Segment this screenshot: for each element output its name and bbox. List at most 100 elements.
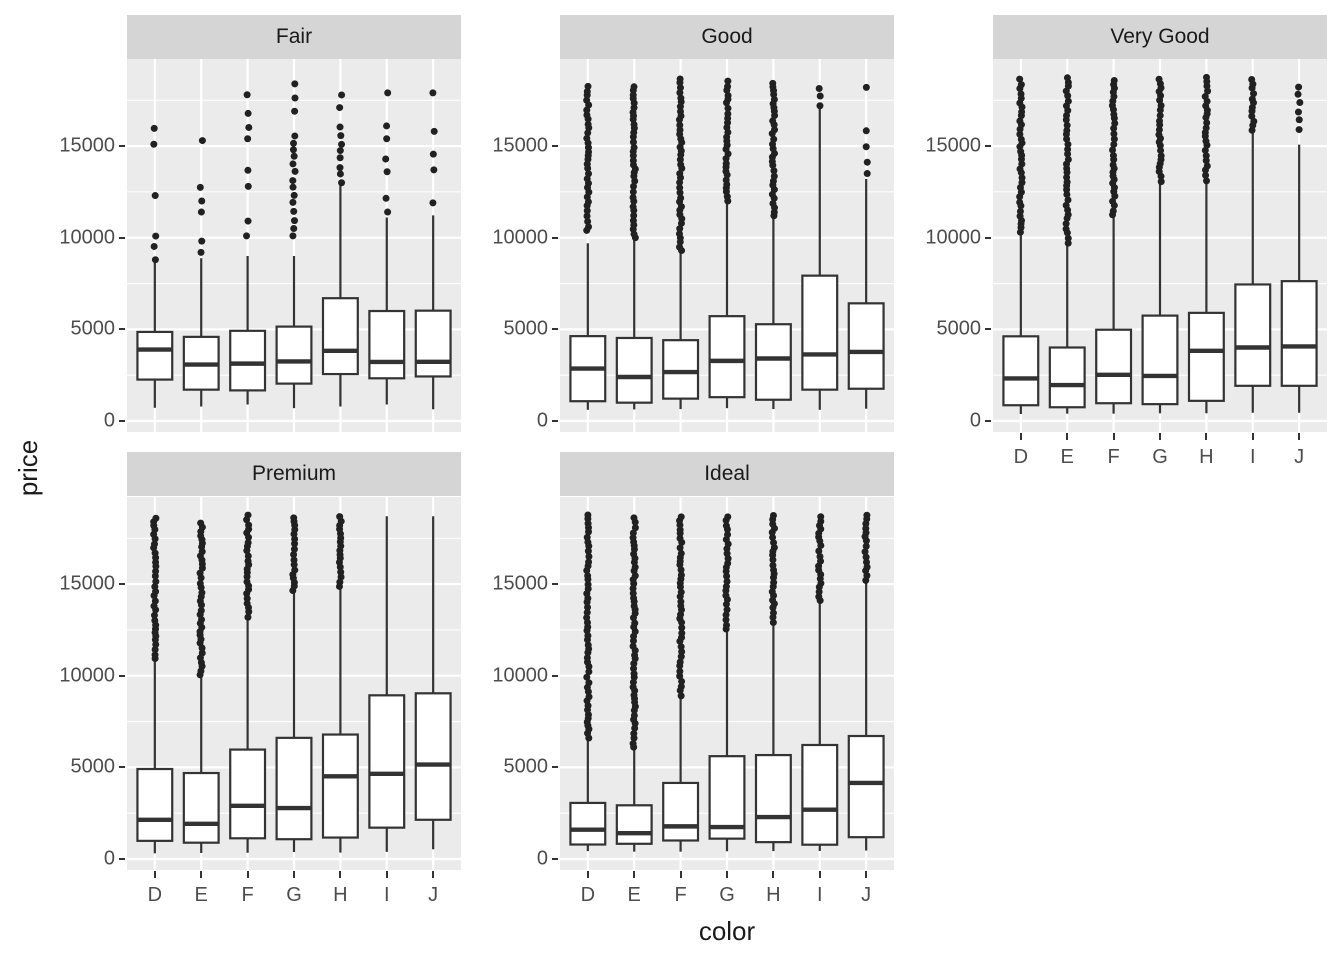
- boxplot-fair-F: [229, 91, 267, 405]
- y-tick-mark: [119, 858, 125, 860]
- outlier-dot: [290, 152, 298, 160]
- outlier-dot: [678, 624, 686, 632]
- outlier-dot: [1202, 152, 1210, 160]
- x-tick-label: D: [580, 884, 596, 906]
- outlier-dot: [770, 167, 778, 175]
- box-iqr: [569, 801, 607, 846]
- outlier-dot: [196, 183, 204, 191]
- outlier-dot: [336, 154, 344, 162]
- outlier-dot: [630, 144, 638, 152]
- outlier-dot: [1248, 112, 1256, 120]
- panel-canvas-good: [560, 59, 894, 432]
- outlier-dot: [291, 167, 299, 175]
- outlier-dot: [862, 542, 870, 550]
- box-iqr: [414, 692, 452, 821]
- y-tick-label: 5000: [503, 317, 549, 340]
- boxplot-good-D: [569, 82, 607, 410]
- outlier-dot: [676, 243, 684, 251]
- x-tick-label: I: [816, 884, 823, 906]
- outlier-dot: [678, 648, 686, 656]
- boxplot-very-good-E: [1048, 74, 1086, 414]
- outlier-dot: [336, 123, 344, 131]
- x-tick-mark: [1066, 433, 1069, 440]
- y-tick-mark: [119, 328, 125, 331]
- outlier-dot: [382, 194, 390, 202]
- outlier-dot: [631, 524, 639, 532]
- y-tick-mark: [552, 236, 558, 239]
- outlier-dot: [770, 579, 778, 587]
- box-iqr: [615, 336, 653, 404]
- outlier-dot: [676, 544, 684, 552]
- outlier-dot: [677, 683, 685, 691]
- outlier-dot: [678, 629, 686, 637]
- outlier-dot: [338, 140, 346, 148]
- outlier-dot: [863, 511, 871, 519]
- outlier-dot: [1064, 145, 1072, 153]
- box-iqr: [1002, 335, 1040, 407]
- outlier-dot: [724, 83, 732, 91]
- outlier-dot: [584, 218, 592, 226]
- outlier-dot: [677, 692, 685, 700]
- outlier-dot: [1203, 162, 1211, 170]
- outlier-dot: [1064, 140, 1072, 148]
- outlier-dot: [724, 104, 732, 112]
- outlier-dot: [584, 603, 592, 611]
- x-tick-mark: [772, 871, 775, 878]
- outlier-dot: [196, 579, 204, 587]
- outlier-dot: [585, 553, 593, 561]
- boxplot-ideal-E: [615, 514, 653, 852]
- outlier-dot: [816, 102, 824, 110]
- outlier-dot: [769, 511, 777, 519]
- outlier-dot: [583, 134, 591, 142]
- box-iqr: [368, 694, 406, 829]
- outlier-dot: [151, 651, 159, 659]
- outlier-dot: [863, 158, 871, 166]
- x-tick-label: I: [1249, 446, 1256, 468]
- y-tick-label: 5000: [70, 755, 116, 778]
- outlier-dot: [769, 79, 777, 87]
- outlier-dot: [384, 89, 392, 97]
- outlier-dot: [676, 75, 684, 83]
- outlier-dot: [676, 89, 684, 97]
- box-iqr: [275, 325, 313, 385]
- outlier-dot: [338, 179, 346, 187]
- x-tick-label: J: [428, 884, 439, 906]
- y-tick-label: 0: [536, 409, 548, 432]
- outlier-dot: [862, 143, 870, 151]
- outlier-dot: [629, 642, 637, 650]
- y-tick-mark: [552, 145, 558, 148]
- y-tick-label: 15000: [59, 572, 115, 595]
- outlier-dot: [723, 606, 731, 614]
- box-iqr: [801, 274, 839, 391]
- outlier-dot: [769, 609, 777, 617]
- boxplot-good-I: [801, 85, 839, 410]
- outlier-dot: [1110, 130, 1118, 138]
- panel-canvas-very-good: [993, 59, 1327, 432]
- outlier-dot: [244, 511, 252, 519]
- outlier-dot: [1295, 116, 1303, 124]
- y-tick-mark: [985, 236, 991, 239]
- y-tick-mark: [552, 766, 558, 769]
- boxplot-very-good-I: [1234, 76, 1272, 413]
- outlier-dot: [1157, 178, 1165, 186]
- outlier-dot: [677, 588, 685, 596]
- boxplot-fair-G: [275, 80, 313, 409]
- outlier-dot: [722, 583, 730, 591]
- y-tick-label: 10000: [59, 226, 115, 249]
- outlier-dot: [1204, 87, 1212, 95]
- outlier-dot: [244, 217, 252, 225]
- outlier-dot: [336, 170, 344, 178]
- outlier-dot: [1202, 124, 1210, 132]
- outlier-dot: [1155, 75, 1163, 83]
- x-tick-label: E: [627, 884, 641, 906]
- outlier-dot: [243, 599, 251, 607]
- box-iqr: [615, 804, 653, 845]
- x-tick-mark: [246, 871, 249, 878]
- outlier-dot: [1062, 225, 1070, 233]
- outlier-dot: [1248, 95, 1256, 103]
- boxplot-good-F: [662, 75, 700, 410]
- outlier-dot: [1109, 152, 1117, 160]
- boxplot-premium-F: [229, 511, 267, 853]
- outlier-dot: [677, 194, 685, 202]
- outlier-dot: [677, 161, 685, 169]
